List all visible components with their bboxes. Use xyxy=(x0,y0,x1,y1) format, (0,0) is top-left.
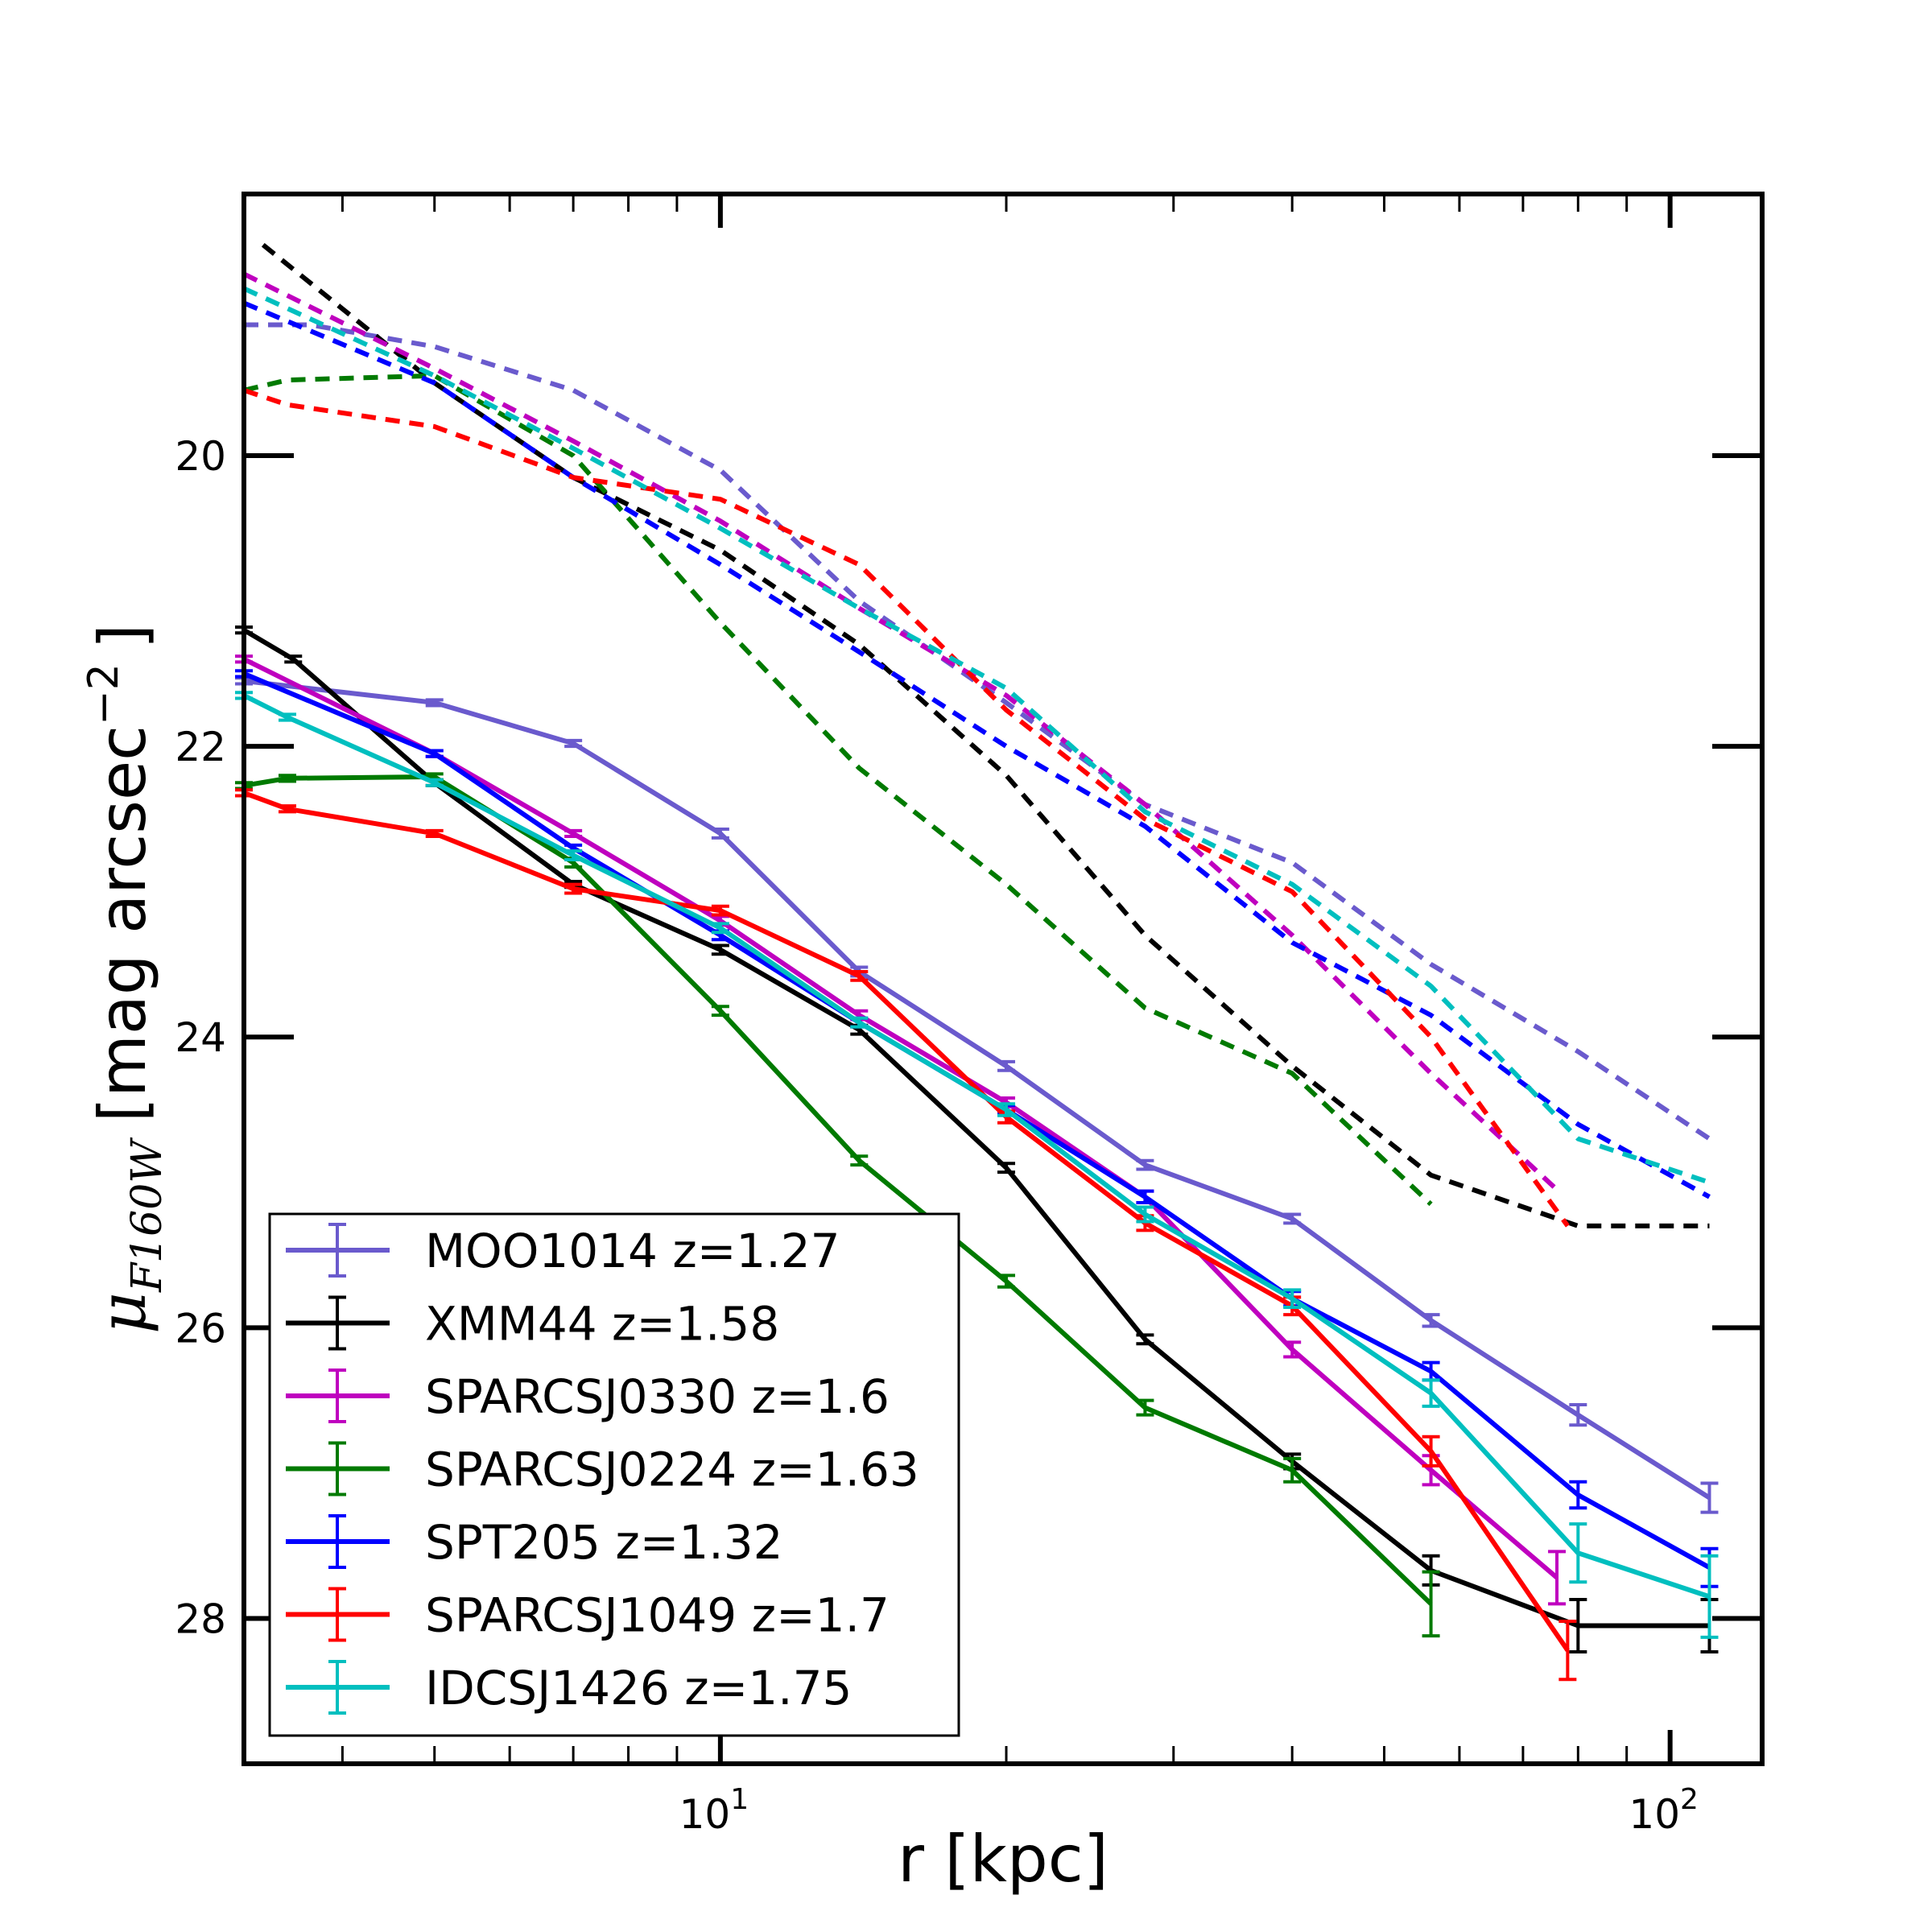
errorbar-idcsj1426-z-1-75 xyxy=(1700,1554,1719,1639)
errorbar-idcsj1426-z-1-75 xyxy=(997,1102,1016,1117)
y-axis-subscript: F160W xyxy=(123,1137,171,1293)
y-axis-unit: [mag arcsec xyxy=(85,725,160,1122)
errorbar-xmm44-z-1-58 xyxy=(711,943,729,956)
errorbar-moo1014-z-1-27 xyxy=(1136,1158,1154,1171)
errorbar-idcsj1426-z-1-75 xyxy=(850,1016,869,1029)
errorbar-idcsj1426-z-1-75 xyxy=(711,922,729,935)
errorbar-sparcsj0224-z-1-63 xyxy=(278,774,296,783)
errorbar-sparcsj1049-z-1-7 xyxy=(278,804,296,814)
errorbar-idcsj1426-z-1-75 xyxy=(1136,1205,1154,1224)
errorbar-sparcsj0224-z-1-63 xyxy=(850,1154,869,1167)
x-tick-label: 102 xyxy=(1629,1783,1699,1838)
dashed-profile-xmm44-z-1-58 xyxy=(261,242,1710,1228)
errorbar-sparcsj0224-z-1-63 xyxy=(1422,1570,1440,1638)
errorbar-sparcsj0330-z-1-6 xyxy=(1283,1340,1302,1359)
errorbar-spt205-z-1-32 xyxy=(1569,1480,1587,1510)
series-idcsj1426-z-1-75 xyxy=(235,286,1719,1639)
errorbar-sparcsj0224-z-1-63 xyxy=(711,1005,729,1018)
errorbar-moo1014-z-1-27 xyxy=(1700,1481,1719,1514)
plot-series xyxy=(235,242,1719,1682)
errorbar-sparcsj0224-z-1-63 xyxy=(1283,1456,1302,1484)
legend: MOO1014 z=1.27 XMM44 z=1.58 SPARCSJ0330 z=… xyxy=(268,1212,960,1737)
errorbar-idcsj1426-z-1-75 xyxy=(1283,1288,1302,1310)
axis-ticks xyxy=(244,194,1762,1764)
legend-label: SPT205 z=1.32 xyxy=(425,1515,783,1570)
y-tick-label: 22 xyxy=(175,724,226,770)
errorbar-idcsj1426-z-1-75 xyxy=(278,712,296,722)
solid-profile-sparcsj0330-z-1-6 xyxy=(242,657,1559,1580)
legend-entry-sparcsj1049-z-1-7: SPARCSJ1049 z=1.7 xyxy=(286,1587,890,1643)
dashed-profile-spt205-z-1-32 xyxy=(242,300,1711,1199)
errorbar-spt205-z-1-32 xyxy=(1136,1189,1154,1205)
dashed-profile-idcsj1426-z-1-75 xyxy=(242,286,1711,1185)
errorbar-xmm44-z-1-58 xyxy=(1136,1333,1154,1346)
legend-label: SPARCSJ0224 z=1.63 xyxy=(425,1443,919,1497)
errorbar-moo1014-z-1-27 xyxy=(711,828,729,840)
legend-entry-sparcsj0224-z-1-63: SPARCSJ0224 z=1.63 xyxy=(286,1441,919,1497)
errorbar-moo1014-z-1-27 xyxy=(1569,1403,1587,1427)
legend-label: IDCSJ1426 z=1.75 xyxy=(425,1661,852,1715)
errorbar-sparcsj1049-z-1-7 xyxy=(1422,1435,1440,1468)
legend-entry-moo1014-z-1-27: MOO1014 z=1.27 xyxy=(286,1223,840,1278)
solid-profile-sparcsj0224-z-1-63 xyxy=(243,774,1433,1606)
x-axis-label: r [kpc] xyxy=(898,1822,1108,1897)
legend-entry-idcsj1426-z-1-75: IDCSJ1426 z=1.75 xyxy=(286,1660,852,1715)
solid-profile-idcsj1426-z-1-75 xyxy=(242,693,1711,1600)
y-axis-symbol: μ xyxy=(85,1292,160,1334)
solid-profile-xmm44-z-1-58 xyxy=(242,628,1710,1629)
x-tick-base: 10 xyxy=(679,1791,731,1838)
dashed-profile-sparcsj1049-z-1-7 xyxy=(243,387,1570,1228)
legend-box xyxy=(268,1212,960,1737)
series-sparcsj0224-z-1-63 xyxy=(235,373,1440,1638)
y-tick-label: 28 xyxy=(175,1596,226,1642)
y-axis-label: μF160W [mag arcsec−2] xyxy=(80,624,171,1334)
errorbar-xmm44-z-1-58 xyxy=(284,654,303,664)
errorbar-idcsj1426-z-1-75 xyxy=(425,778,444,787)
errorbar-sparcsj1049-z-1-7 xyxy=(1558,1620,1577,1682)
errorbar-sparcsj0224-z-1-63 xyxy=(1136,1398,1154,1417)
errorbar-idcsj1426-z-1-75 xyxy=(564,849,583,861)
legend-label: MOO1014 z=1.27 xyxy=(425,1224,840,1278)
legend-label: XMM44 z=1.58 xyxy=(425,1297,779,1352)
errorbar-moo1014-z-1-27 xyxy=(1283,1212,1302,1225)
errorbar-moo1014-z-1-27 xyxy=(1422,1313,1440,1328)
errorbar-idcsj1426-z-1-75 xyxy=(1422,1378,1440,1408)
errorbar-sparcsj0330-z-1-6 xyxy=(1548,1550,1567,1606)
legend-label: SPARCSJ1049 z=1.7 xyxy=(425,1588,890,1643)
legend-entry-sparcsj0330-z-1-6: SPARCSJ0330 z=1.6 xyxy=(286,1368,890,1424)
y-tick-label: 26 xyxy=(175,1305,226,1352)
errorbar-sparcsj0224-z-1-63 xyxy=(997,1274,1016,1289)
y-axis-unit-close: ] xyxy=(85,624,160,649)
x-tick-label: 101 xyxy=(679,1783,749,1838)
errorbar-sparcsj1049-z-1-7 xyxy=(850,969,869,982)
plot-frame xyxy=(242,192,1765,1766)
x-tick-base: 10 xyxy=(1629,1791,1680,1838)
errorbar-xmm44-z-1-58 xyxy=(1569,1597,1587,1653)
y-tick-label: 24 xyxy=(175,1014,226,1061)
errorbar-sparcsj1049-z-1-7 xyxy=(564,882,583,895)
legend-label: SPARCSJ0330 z=1.6 xyxy=(425,1369,890,1424)
x-tick-exponent: 1 xyxy=(730,1783,749,1816)
errorbar-sparcsj1049-z-1-7 xyxy=(425,828,444,839)
legend-entries: MOO1014 z=1.27 XMM44 z=1.58 SPARCSJ0330 z=… xyxy=(286,1223,919,1715)
x-tick-exponent: 2 xyxy=(1680,1783,1699,1816)
errorbar-spt205-z-1-32 xyxy=(425,749,444,758)
y-tick-label: 20 xyxy=(175,433,226,480)
y-axis-unit-exponent: −2 xyxy=(80,663,128,725)
legend-entry-spt205-z-1-32: SPT205 z=1.32 xyxy=(286,1514,783,1570)
errorbar-moo1014-z-1-27 xyxy=(997,1059,1016,1072)
errorbar-sparcsj1049-z-1-7 xyxy=(711,904,729,917)
errorbar-xmm44-z-1-58 xyxy=(997,1162,1016,1174)
legend-entry-xmm44-z-1-58: XMM44 z=1.58 xyxy=(286,1295,779,1352)
errorbar-moo1014-z-1-27 xyxy=(564,738,583,749)
errorbar-idcsj1426-z-1-75 xyxy=(1569,1522,1587,1584)
errorbar-sparcsj0330-z-1-6 xyxy=(564,828,583,839)
errorbar-moo1014-z-1-27 xyxy=(425,698,444,708)
dashed-profile-sparcsj0330-z-1-6 xyxy=(242,271,1559,1192)
series-sparcsj1049-z-1-7 xyxy=(235,387,1577,1682)
